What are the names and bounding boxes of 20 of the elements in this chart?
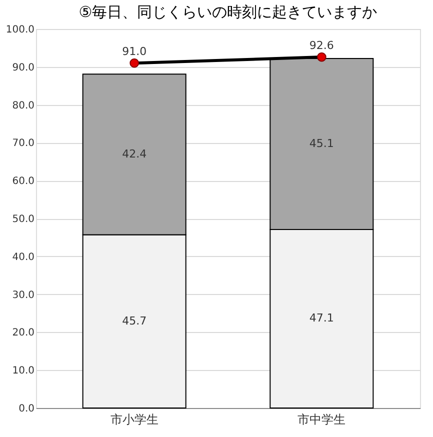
chart-title: ⑤毎日、同じくらいの時刻に起きていますか: [78, 3, 378, 21]
y-tick-label: 20.0: [12, 328, 34, 339]
x-tick-label: 市中学生: [298, 412, 346, 426]
data-label: 42.4: [122, 147, 147, 160]
y-tick-label: 40.0: [12, 252, 34, 263]
x-tick-label: 市小学生: [110, 412, 158, 426]
data-label: 91.0: [122, 45, 147, 58]
data-label: 45.1: [309, 137, 334, 150]
y-tick-label: 60.0: [12, 176, 34, 188]
y-tick-label: 10.0: [12, 366, 34, 377]
y-tick-label: 50.0: [12, 214, 34, 225]
y-tick-label: 80.0: [12, 100, 34, 112]
y-tick-label: 70.0: [12, 138, 34, 150]
data-label: 92.6: [309, 39, 334, 52]
y-tick-label: 100.0: [6, 24, 34, 36]
data-label: 45.7: [122, 314, 147, 328]
y-tick-label: 90.0: [12, 62, 34, 74]
data-label: 47.1: [309, 312, 334, 325]
y-tick-label: 30.0: [12, 290, 34, 301]
y-tick-label: 0.0: [18, 404, 34, 414]
